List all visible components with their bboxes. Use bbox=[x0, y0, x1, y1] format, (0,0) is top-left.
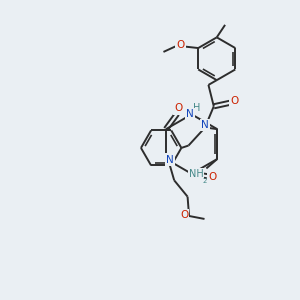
Text: N: N bbox=[201, 120, 209, 130]
Text: N: N bbox=[167, 154, 174, 164]
Text: NH: NH bbox=[189, 169, 203, 179]
Text: O: O bbox=[180, 210, 188, 220]
Text: 2: 2 bbox=[202, 178, 206, 184]
Text: O: O bbox=[230, 96, 239, 106]
Text: N: N bbox=[186, 109, 194, 119]
Text: H: H bbox=[193, 103, 201, 113]
Text: O: O bbox=[208, 172, 217, 182]
Text: O: O bbox=[176, 40, 184, 50]
Text: O: O bbox=[175, 103, 183, 113]
